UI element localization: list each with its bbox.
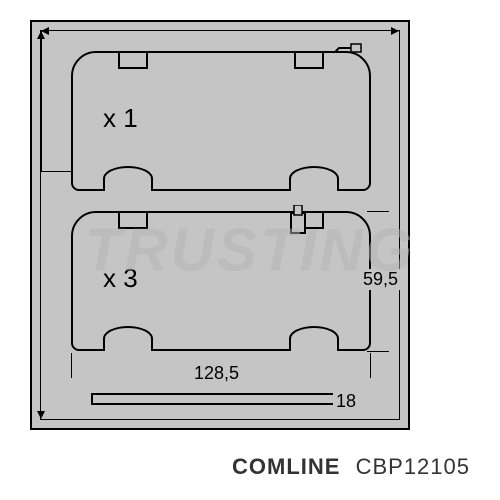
brake-pad-top: x 1 [71,51,371,191]
brand-footer: COMLINE CBP12105 [232,454,470,480]
dim-thickness: 18 [333,391,359,412]
dim-height-line [41,31,42,171]
side-profile [91,393,351,405]
notch-icon [289,326,339,351]
qty-label-top: x 1 [103,103,138,134]
sensor-plug-icon [287,205,309,235]
inner-frame: L = 330 x 1 x 3 [40,30,400,420]
notch-icon [289,166,339,191]
ext-line [370,353,371,378]
notch-icon [103,166,153,191]
brand-name: COMLINE [232,454,340,479]
part-number: CBP12105 [356,454,470,479]
clip-icon [118,211,148,229]
clip-icon [118,51,148,69]
ext-line [71,353,72,378]
diagram-frame: L = 330 x 1 x 3 [30,20,410,430]
brake-pad-bottom: x 3 [71,211,371,351]
ext-line [367,351,389,352]
dim-height: 59,5 [360,269,401,290]
ext-line [367,211,389,212]
clip-icon [294,51,324,69]
qty-label-bottom: x 3 [103,263,138,294]
dim-width: 128,5 [191,363,242,384]
notch-icon [103,326,153,351]
